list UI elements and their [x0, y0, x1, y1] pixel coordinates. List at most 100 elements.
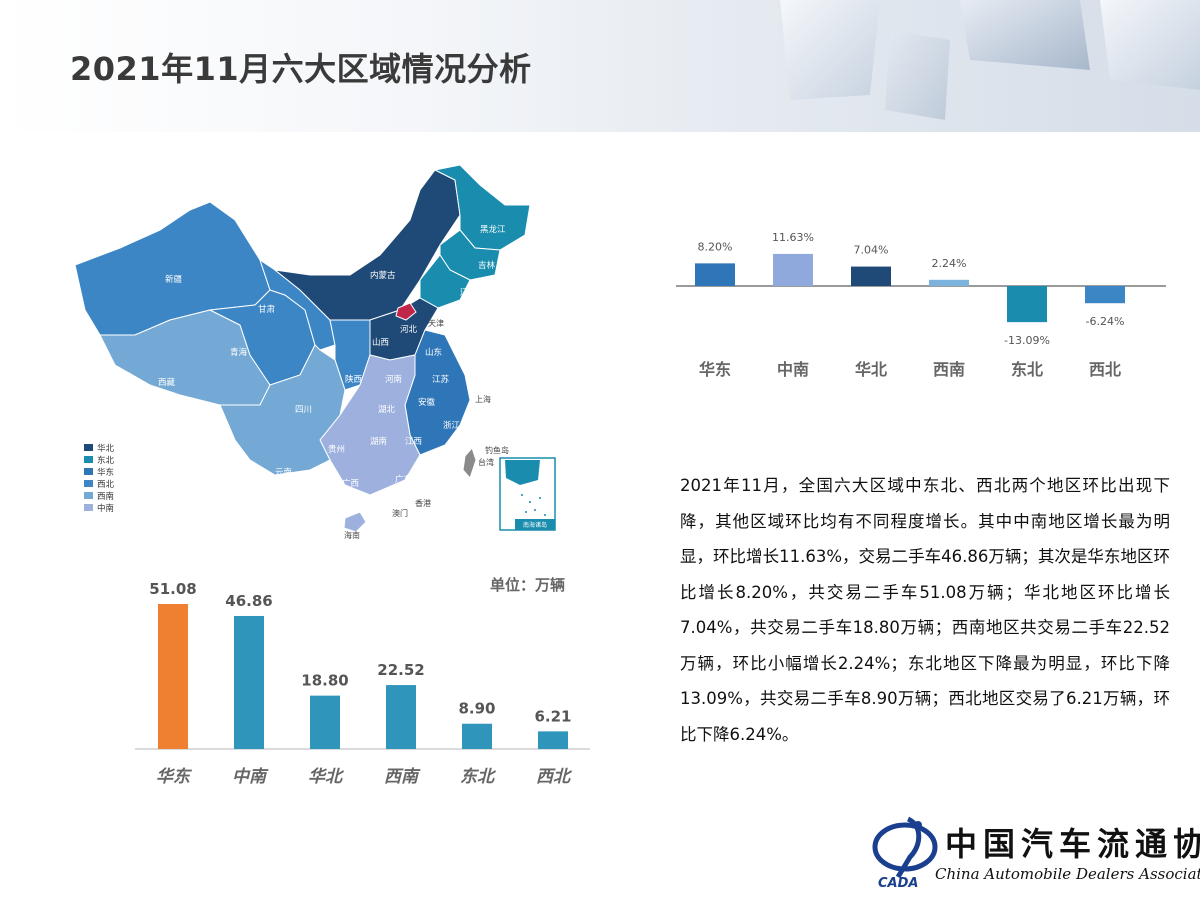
legend-label-dongbei: 东北: [97, 455, 115, 466]
legend-label-xinan: 西南: [97, 491, 114, 502]
label-macau: 澳门: [392, 508, 408, 518]
mom-bar-5: [1085, 286, 1125, 304]
header-cubes-image: [780, 0, 1200, 120]
volume-category-label-3: 西南: [384, 767, 421, 787]
region-hainan: [343, 511, 367, 533]
mom-change-bar-chart: 8.20% 华东 11.63% 中南 7.04% 华北 2.24% 西南 -13.09% 东北 -6…: [676, 231, 1166, 379]
label-yunnan: 云南: [275, 467, 292, 478]
label-jiangsu: 江苏: [432, 374, 450, 385]
volume-value-label-2: 18.80: [301, 672, 348, 690]
label-zhejiang: 浙江: [443, 420, 461, 431]
mom-bar-0: [695, 263, 735, 286]
volume-category-label-4: 东北: [460, 767, 497, 787]
label-sichuan: 四川: [295, 405, 312, 415]
label-diaoyu: 钓鱼岛: [485, 445, 509, 455]
legend-label-zhongnan: 中南: [97, 503, 114, 514]
mom-value-label-4: -13.09%: [1004, 334, 1050, 347]
label-qinghai: 青海: [230, 347, 248, 358]
label-guangxi: 广西: [342, 478, 359, 489]
mom-category-label-3: 西南: [933, 360, 965, 379]
label-hongkong: 香港: [415, 498, 431, 508]
label-neimenggu: 内蒙古: [370, 270, 396, 281]
mom-bar-4: [1007, 286, 1047, 323]
page-title: 2021年11月六大区域情况分析: [70, 50, 532, 88]
volume-category-label-0: 华东: [156, 767, 193, 787]
legend-swatch-zhongnan: [84, 504, 93, 511]
label-shanghai: 上海: [475, 394, 491, 404]
logo-english-name: China Automobile Dealers Association: [935, 865, 1200, 883]
label-taiwan: 台湾: [478, 457, 494, 467]
volume-category-label-1: 中南: [232, 767, 269, 787]
mom-value-label-3: 2.24%: [932, 257, 967, 270]
mom-bar-2: [851, 266, 891, 286]
cada-abbr: CADA: [878, 876, 918, 890]
label-xizang: 西藏: [158, 377, 176, 388]
label-henan: 河南: [385, 374, 402, 385]
label-liaoning: 辽宁: [460, 287, 477, 298]
china-region-map: 新疆 西藏 青海 甘肃 内蒙古 黑龙江 吉林 辽宁 河北 山西 山东 陕西 河南…: [74, 164, 556, 540]
label-tianjin: 天津: [428, 318, 444, 328]
mom-value-label-1: 11.63%: [772, 231, 814, 244]
label-shandong: 山东: [425, 347, 442, 358]
volume-bar-1: [234, 615, 264, 749]
volume-value-label-4: 8.90: [458, 700, 495, 718]
label-hunan: 湖南: [370, 436, 387, 447]
volume-value-label-3: 22.52: [377, 661, 424, 679]
cada-emblem-icon: CADA: [872, 816, 938, 890]
region-beijing: [395, 302, 417, 321]
label-xinjiang: 新疆: [165, 274, 183, 285]
mom-value-label-0: 8.20%: [698, 240, 733, 253]
label-nanhai: 南海诸岛: [523, 521, 547, 529]
label-heilongjiang: 黑龙江: [480, 224, 506, 235]
mom-category-label-0: 华东: [699, 360, 731, 379]
logo-chinese-name: 中国汽车流通协会: [945, 825, 1200, 863]
unit-label: 单位：万辆: [490, 576, 565, 594]
label-hubei: 湖北: [378, 405, 396, 415]
label-hebei: 河北: [400, 324, 418, 335]
label-fujian: 福建: [428, 452, 446, 463]
legend-label-xibei: 西北: [97, 480, 115, 490]
label-shaanxi: 陕西: [345, 374, 362, 385]
mom-category-label-2: 华北: [855, 360, 887, 379]
volume-value-label-1: 46.86: [225, 592, 272, 610]
volume-category-label-2: 华北: [308, 767, 345, 787]
volume-bar-0: [158, 604, 188, 749]
label-guizhou: 贵州: [328, 444, 345, 455]
region-xinan: [219, 344, 346, 476]
volume-bar-chart: 单位：万辆 51.08 华东 46.86 中南 18.80 华北 22.52 西南 8.90 东北…: [135, 576, 590, 787]
legend-swatch-dongbei: [84, 456, 93, 463]
label-gansu: 甘肃: [258, 304, 276, 315]
volume-value-label-0: 51.08: [149, 580, 196, 598]
legend-swatch-xibei: [84, 480, 93, 487]
label-guangdong: 广东: [395, 474, 412, 485]
mom-category-label-4: 东北: [1011, 360, 1043, 379]
region-liaoning: [419, 254, 471, 309]
volume-value-label-5: 6.21: [534, 707, 571, 725]
legend-swatch-huadong: [84, 468, 93, 475]
mom-category-label-1: 中南: [777, 360, 809, 379]
header-banner: 2021年11月六大区域情况分析: [0, 0, 1200, 132]
label-shanxi: 山西: [372, 337, 389, 348]
mom-category-label-5: 西北: [1089, 360, 1121, 379]
cada-logo: CADA 中国汽车流通协会 China Automobile Dealers A…: [870, 815, 1200, 895]
legend-swatch-xinan: [84, 492, 93, 499]
mom-value-label-5: -6.24%: [1086, 315, 1125, 328]
volume-category-label-5: 西北: [536, 767, 573, 787]
nanhai-inset: 南海诸岛: [499, 457, 556, 531]
label-jiangxi: 江西: [405, 437, 422, 447]
analysis-paragraph: 2021年11月，全国六大区域中东北、西北两个地区环比出现下降，其他区域环比均有…: [680, 476, 1170, 744]
legend-swatch-huabei: [84, 444, 93, 451]
label-anhui: 安徽: [418, 397, 436, 408]
label-jilin: 吉林: [478, 260, 496, 271]
mom-value-label-2: 7.04%: [854, 244, 889, 257]
mom-bar-3: [929, 279, 969, 286]
legend-label-huabei: 华北: [97, 443, 115, 454]
label-hainan: 海南: [344, 530, 360, 540]
volume-bar-4: [462, 723, 492, 749]
volume-bar-2: [310, 695, 340, 749]
region-taiwan: [462, 447, 477, 479]
region-heilongjiang: [433, 164, 531, 251]
mom-bar-1: [773, 253, 813, 286]
map-legend: 华北 东北 华东 西北 西南 中南: [84, 443, 115, 514]
volume-bar-5: [538, 731, 568, 749]
